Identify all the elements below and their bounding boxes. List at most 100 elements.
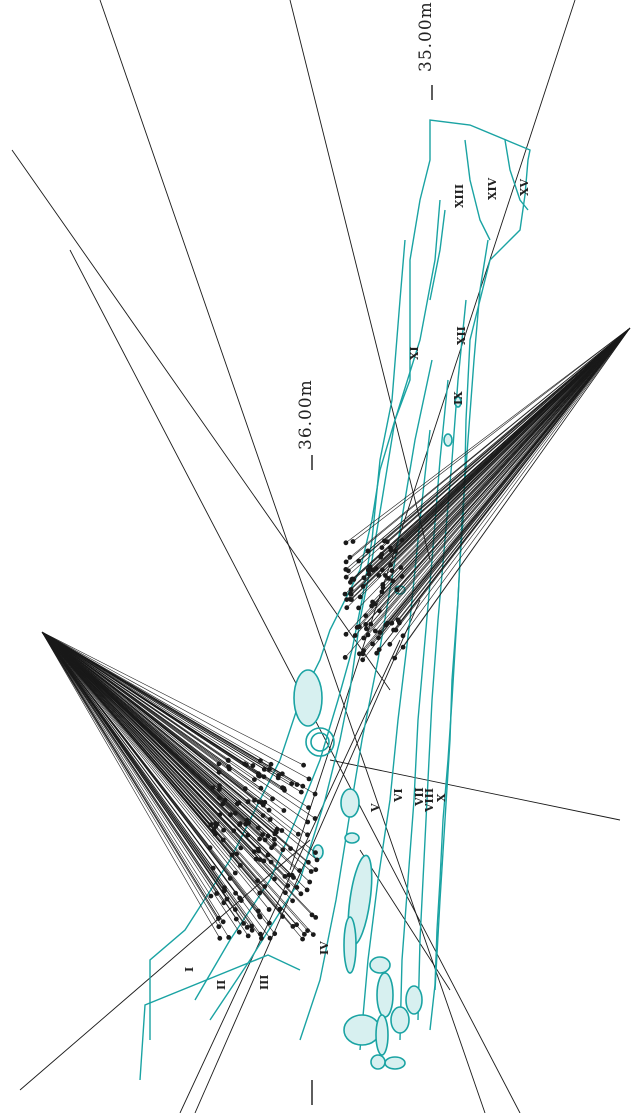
- artefact-point: [260, 832, 265, 837]
- artefact-point: [265, 852, 271, 858]
- artefact-point: [224, 896, 230, 902]
- artefact-point: [229, 852, 235, 858]
- artefact-point: [256, 773, 261, 778]
- artefact-point: [244, 762, 249, 768]
- artefact-point: [207, 845, 213, 851]
- artefact-point: [213, 820, 219, 826]
- survey-ray: [370, 327, 631, 625]
- artefact-fan-upper: [41, 631, 318, 940]
- artefact-point: [384, 539, 390, 545]
- artefact-point: [298, 789, 304, 795]
- artefact-point: [210, 865, 216, 871]
- artefact-point: [388, 547, 394, 553]
- artefact-point: [302, 931, 307, 937]
- survey-ray: [41, 631, 270, 910]
- artefact-point: [363, 613, 369, 619]
- artefact-point: [380, 585, 386, 590]
- artefact-point: [360, 584, 366, 589]
- artefact-point: [272, 842, 277, 847]
- survey-ray: [41, 631, 244, 924]
- artefact-point: [377, 630, 383, 635]
- survey-ray: [41, 631, 224, 922]
- artefact-point: [274, 826, 280, 832]
- layer-label-IV: IV: [318, 941, 331, 955]
- survey-ray: [41, 631, 211, 848]
- artefact-point: [400, 633, 406, 639]
- artefact-point: [357, 651, 362, 657]
- artefact-point: [216, 924, 222, 930]
- artefact-point: [262, 837, 268, 843]
- survey-ray: [41, 631, 216, 824]
- artefact-point: [262, 884, 268, 889]
- artefact-point: [389, 568, 395, 574]
- survey-ray: [402, 327, 631, 636]
- survey-ray: [41, 631, 261, 761]
- survey-ray: [367, 327, 631, 636]
- layer-label-IX: IX: [452, 391, 465, 405]
- survey-ray: [41, 631, 303, 940]
- artefact-point: [348, 597, 353, 602]
- artefact-point: [208, 893, 214, 899]
- artefact-point: [288, 846, 293, 851]
- artefact-point: [255, 825, 261, 831]
- artefact-point: [386, 576, 391, 581]
- artefact-point: [226, 935, 232, 940]
- artefact-point: [216, 769, 222, 775]
- artefact-point: [290, 898, 295, 904]
- artefact-point: [380, 567, 385, 573]
- survey-ray: [350, 327, 631, 600]
- survey-ray: [345, 327, 631, 544]
- artefact-point: [257, 890, 263, 896]
- artefact-point: [344, 605, 350, 611]
- artefact-point: [307, 879, 313, 885]
- artefact-point: [343, 631, 349, 637]
- artefact-point: [214, 891, 220, 896]
- artefact-point: [347, 554, 353, 560]
- artefact-point: [309, 912, 315, 918]
- layer-label-I: I: [183, 966, 196, 972]
- artefact-point: [366, 571, 372, 577]
- artefact-point: [217, 795, 222, 801]
- artefact-point: [368, 621, 374, 627]
- artefact-point: [267, 817, 273, 822]
- artefact-point: [255, 908, 261, 914]
- survey-ray: [41, 631, 270, 770]
- artefact-point: [245, 832, 251, 838]
- artefact-point: [344, 597, 350, 602]
- survey-ray: [395, 327, 631, 552]
- survey-ray: [41, 631, 241, 824]
- artefact-point: [252, 797, 257, 803]
- artefact-point: [356, 558, 362, 564]
- artefact-point: [343, 540, 349, 546]
- survey-ray: [41, 631, 277, 832]
- artefact-point: [285, 883, 291, 888]
- survey-ray: [41, 631, 229, 761]
- artefact-point: [268, 761, 274, 767]
- artefact-point: [269, 845, 274, 851]
- survey-ray: [41, 631, 279, 779]
- artefact-point: [305, 928, 310, 933]
- artefact-point: [280, 914, 285, 919]
- artefact-point: [257, 913, 262, 918]
- artefact-point: [389, 620, 395, 626]
- artefact-point: [350, 576, 356, 582]
- artefact-point: [217, 812, 223, 818]
- artefact-point: [252, 777, 257, 782]
- artefact-point: [226, 764, 232, 770]
- artefact-point: [216, 916, 221, 921]
- artefact-point: [255, 846, 261, 852]
- artefact-point: [388, 562, 393, 568]
- survey-ray: [41, 631, 219, 919]
- artefact-point: [261, 767, 267, 772]
- artefact-point: [294, 922, 299, 928]
- artefact-point: [383, 573, 388, 578]
- survey-ray: [41, 631, 272, 765]
- layer-label-XIII: XIII: [453, 184, 466, 208]
- artefact-point: [255, 878, 260, 884]
- survey-ray: [41, 631, 308, 931]
- artefact-point: [290, 924, 296, 929]
- artefact-point: [208, 822, 214, 828]
- survey-ray: [41, 631, 236, 894]
- artefact-point: [279, 771, 285, 777]
- artefact-point: [220, 801, 226, 807]
